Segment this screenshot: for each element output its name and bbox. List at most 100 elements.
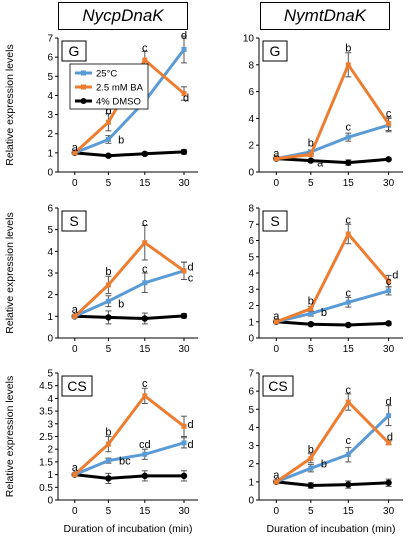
- significance-letter: a: [317, 158, 324, 170]
- significance-letter: d: [387, 432, 393, 444]
- x-tick-label: 15: [343, 344, 355, 355]
- y-tick-label: 8: [248, 204, 254, 215]
- y-tick-label: 8: [248, 60, 254, 71]
- data-point-dmso: [141, 150, 148, 158]
- significance-letter: a: [72, 462, 79, 474]
- y-tick-label: 2: [47, 129, 53, 140]
- y-tick-label: 0: [47, 496, 53, 507]
- y-tick-label: 4: [248, 423, 254, 434]
- x-tick-label: 5: [106, 178, 112, 189]
- data-point-ba: [386, 440, 392, 446]
- data-point-25c: [181, 46, 187, 52]
- data-point-25c: [386, 288, 392, 294]
- y-tick-label: 2: [47, 290, 53, 301]
- significance-letter: b: [105, 426, 111, 438]
- significance-letter: c: [346, 214, 352, 226]
- data-point-25c: [105, 136, 111, 142]
- y-tick-label: 4: [248, 114, 254, 125]
- legend-label-ba: 2.5 mM BA: [96, 83, 144, 94]
- x-tick-label: 15: [343, 178, 355, 189]
- panel-label: CS: [268, 378, 287, 394]
- x-tick-label: 0: [273, 506, 279, 517]
- data-point-dmso: [307, 320, 315, 328]
- significance-letter: d: [187, 262, 193, 274]
- significance-letter: a: [72, 142, 79, 154]
- data-point-25c: [105, 458, 111, 464]
- x-axis-title: Duration of incubation (min): [267, 523, 396, 535]
- data-point-ba: [308, 152, 314, 158]
- y-tick-label: 1: [47, 148, 53, 159]
- panel-label-box: [61, 40, 87, 62]
- significance-letter: a: [273, 148, 280, 160]
- data-point-25c: [181, 440, 187, 446]
- y-tick-label: 6: [47, 204, 53, 215]
- x-tick-label: 5: [106, 506, 112, 517]
- y-tick-label: 2: [47, 445, 53, 456]
- significance-letter: d: [181, 30, 187, 42]
- data-point-25c: [345, 134, 351, 140]
- significance-letter: c: [346, 384, 352, 396]
- y-tick-label: 7: [248, 369, 254, 380]
- significance-letter: b: [105, 266, 111, 278]
- data-point-dmso: [307, 157, 315, 164]
- significance-letter: a: [72, 304, 79, 316]
- x-tick-label: 30: [383, 344, 395, 355]
- y-tick-label: 3.5: [39, 407, 53, 418]
- series-line-ba: [276, 63, 390, 161]
- data-point-ba: [142, 57, 148, 63]
- data-point-ba: [105, 119, 111, 125]
- panel-label: S: [69, 213, 78, 229]
- significance-letter: d: [187, 419, 193, 431]
- x-tick-label: 15: [139, 344, 151, 355]
- y-tick-label: 5: [47, 225, 53, 236]
- significance-letter: b: [308, 296, 314, 308]
- y-tick-label: 2: [248, 459, 254, 470]
- data-point-ba: [181, 268, 187, 274]
- legend: 25°C 2.5 mM BA 4% DMSO: [69, 63, 149, 110]
- legend-marker-dmso: [80, 98, 87, 104]
- panel-label-box: [61, 375, 93, 397]
- significance-letter: bc: [119, 456, 131, 468]
- data-point-25c: [142, 280, 148, 286]
- data-point-ba: [345, 62, 351, 68]
- series-line-25c: [276, 123, 390, 161]
- significance-letter: b: [321, 307, 327, 319]
- significance-letter: b: [118, 134, 124, 146]
- x-tick-label: 5: [106, 344, 112, 355]
- series-line-25c: [74, 441, 185, 476]
- y-tick-label: 3: [248, 285, 254, 296]
- data-point-ba: [386, 121, 392, 127]
- y-tick-label: 4: [47, 91, 53, 102]
- gene-header-nymtdnak: NymtDnaK: [260, 2, 390, 30]
- series-line-dmso: [276, 480, 389, 487]
- y-tick-label: 3: [47, 110, 53, 121]
- data-point-25c: [345, 299, 351, 305]
- x-tick-label: 0: [72, 344, 78, 355]
- y-tick-label: 5: [47, 369, 53, 380]
- y-tick-label: 1.5: [39, 457, 53, 468]
- significance-letter: d: [187, 439, 193, 451]
- x-tick-label: 0: [273, 178, 279, 189]
- x-tick-label: 5: [308, 344, 314, 355]
- significance-letter: b: [308, 138, 314, 150]
- significance-letter: c: [386, 108, 392, 120]
- x-tick-label: 30: [178, 506, 190, 517]
- significance-letter: b: [308, 444, 314, 456]
- significance-letter: b: [321, 459, 327, 471]
- significance-letter: c: [386, 276, 392, 288]
- significance-letter: d: [183, 92, 189, 104]
- legend-marker-25c: [81, 70, 86, 76]
- series-line-ba: [73, 394, 185, 476]
- data-point-ba: [345, 399, 351, 405]
- x-tick-label: 30: [383, 506, 395, 517]
- x-axis-title: Duration of incubation (min): [64, 523, 193, 535]
- x-tick-label: 30: [178, 344, 190, 355]
- data-point-ba: [142, 240, 148, 246]
- significance-letter: c: [142, 217, 148, 229]
- series-line-ba: [73, 241, 185, 318]
- data-point-ba: [72, 150, 78, 156]
- series-line-dmso: [74, 150, 185, 158]
- chart-panel-nycp-g: 0 1 2 3 4 5 6 7 0 5 15 30 Relative expression levels…: [4, 30, 198, 189]
- legend-label-dmso: 4% DMSO: [96, 97, 141, 108]
